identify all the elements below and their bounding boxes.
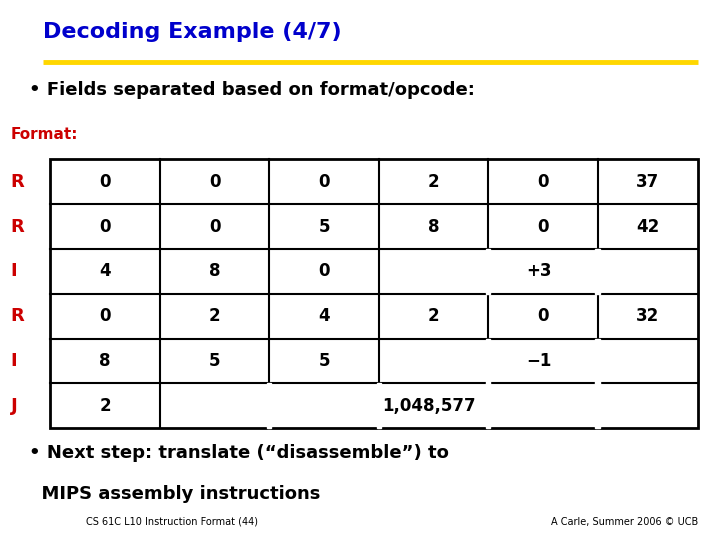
Bar (377, 383, 381, 428)
Text: 5: 5 (318, 218, 330, 235)
Text: 2: 2 (428, 173, 439, 191)
Text: Format:: Format: (11, 127, 78, 142)
Text: 2: 2 (99, 397, 111, 415)
Text: 5: 5 (209, 352, 220, 370)
Bar (267, 383, 271, 428)
Text: 32: 32 (636, 307, 660, 325)
Text: 4: 4 (318, 307, 330, 325)
Text: • Next step: translate (“disassemble”) to: • Next step: translate (“disassemble”) t… (29, 444, 449, 462)
Text: 8: 8 (428, 218, 439, 235)
Text: −1: −1 (526, 352, 552, 370)
Text: • Fields separated based on format/opcode:: • Fields separated based on format/opcod… (29, 81, 474, 99)
Text: R: R (11, 218, 24, 235)
Text: 8: 8 (99, 352, 111, 370)
Text: R: R (11, 307, 24, 325)
Text: I: I (11, 352, 17, 370)
Text: +3: +3 (526, 262, 552, 280)
Bar (486, 249, 490, 294)
Bar (595, 249, 600, 294)
Text: 0: 0 (537, 307, 549, 325)
Text: 37: 37 (636, 173, 660, 191)
Text: 0: 0 (99, 173, 111, 191)
Text: 0: 0 (99, 307, 111, 325)
Text: 0: 0 (537, 173, 549, 191)
Bar (50, 159, 698, 428)
Text: CS 61C L10 Instruction Format (44): CS 61C L10 Instruction Format (44) (86, 516, 258, 526)
Text: 0: 0 (537, 218, 549, 235)
Text: 2: 2 (209, 307, 220, 325)
Text: 0: 0 (99, 218, 111, 235)
Text: A Carle, Summer 2006 © UCB: A Carle, Summer 2006 © UCB (551, 516, 698, 526)
Bar (486, 339, 490, 383)
Bar (595, 339, 600, 383)
Text: 5: 5 (318, 352, 330, 370)
Text: R: R (11, 173, 24, 191)
Text: 1,048,577: 1,048,577 (382, 397, 476, 415)
Text: J: J (11, 397, 17, 415)
Text: Decoding Example (4/7): Decoding Example (4/7) (43, 22, 342, 42)
Text: 0: 0 (209, 218, 220, 235)
Text: MIPS assembly instructions: MIPS assembly instructions (29, 485, 320, 503)
Text: 2: 2 (428, 307, 439, 325)
Text: 0: 0 (318, 173, 330, 191)
Text: 0: 0 (209, 173, 220, 191)
Text: 8: 8 (209, 262, 220, 280)
Bar (486, 383, 490, 428)
Text: 0: 0 (318, 262, 330, 280)
Text: I: I (11, 262, 17, 280)
Bar (595, 383, 600, 428)
Text: 42: 42 (636, 218, 660, 235)
Text: 4: 4 (99, 262, 111, 280)
